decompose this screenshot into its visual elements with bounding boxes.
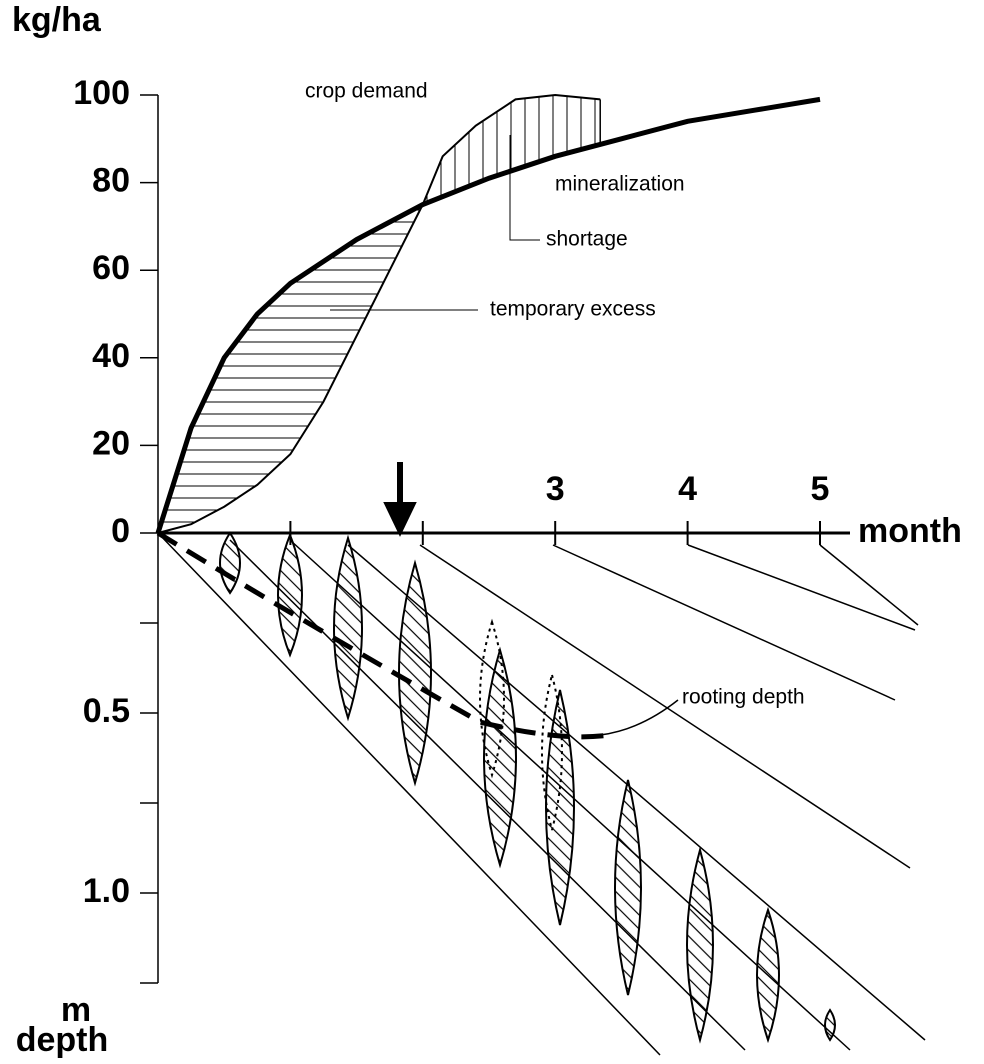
series-label: mineralization: [555, 173, 685, 196]
root-profile: [686, 846, 714, 1044]
depth-unit: m: [61, 991, 91, 1029]
root-profile: [219, 531, 241, 595]
x-tick-label: 5: [811, 470, 830, 508]
annotation: rooting depth: [682, 686, 805, 709]
y-tick-label: 60: [92, 249, 130, 287]
root-profile: [398, 559, 432, 787]
series-label: crop demand: [305, 80, 428, 103]
y-tick-label: 40: [92, 337, 130, 375]
y-axis-label: kg/ha: [12, 1, 102, 39]
root-profile: [614, 779, 642, 996]
decoration: [156, 95, 926, 1056]
x-axis-label: month: [858, 512, 962, 550]
depth-label: depth: [16, 1021, 109, 1059]
depth-tick-label: 0.5: [83, 692, 130, 730]
y-tick-label: 0: [111, 512, 130, 550]
root-profile: [333, 534, 363, 722]
y-tick-label: 20: [92, 424, 130, 462]
annotation: temporary excess: [490, 298, 656, 321]
root-profile: [545, 689, 575, 926]
annotation: shortage: [546, 228, 628, 251]
y-tick-label: 80: [92, 162, 130, 200]
previous-profile: [479, 618, 505, 779]
previous-profile: [541, 674, 563, 831]
root-profile: [277, 532, 303, 658]
shortage-area: [422, 95, 601, 205]
series-line: [157, 93, 601, 534]
y-tick-label: 100: [73, 74, 130, 112]
root-profile: [756, 906, 780, 1044]
x-tick-label: 3: [546, 470, 565, 508]
depth-tick-label: 1.0: [83, 872, 130, 910]
root-profile: [824, 1008, 836, 1042]
excess-area: [158, 204, 423, 533]
x-tick-label: 4: [678, 470, 697, 508]
root-profile: [483, 646, 517, 869]
